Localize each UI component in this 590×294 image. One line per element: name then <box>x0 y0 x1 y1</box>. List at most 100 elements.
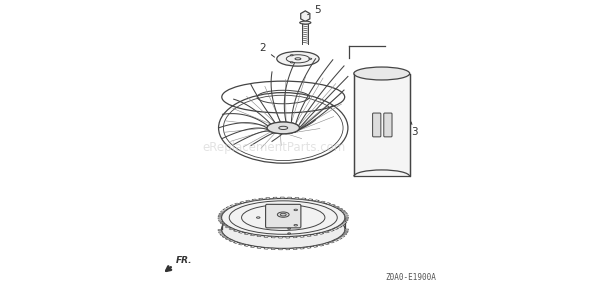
Polygon shape <box>229 228 234 230</box>
Polygon shape <box>320 201 325 203</box>
Polygon shape <box>313 245 318 247</box>
Ellipse shape <box>277 51 319 66</box>
Polygon shape <box>220 234 224 235</box>
Polygon shape <box>293 248 297 250</box>
Polygon shape <box>238 231 244 233</box>
Polygon shape <box>334 228 339 229</box>
Polygon shape <box>354 74 409 176</box>
FancyBboxPatch shape <box>266 204 301 228</box>
Polygon shape <box>326 203 330 204</box>
Polygon shape <box>250 246 255 248</box>
Ellipse shape <box>277 212 289 217</box>
Text: 4: 4 <box>221 217 235 227</box>
Polygon shape <box>257 235 261 237</box>
Polygon shape <box>245 200 251 202</box>
Polygon shape <box>293 236 297 238</box>
Polygon shape <box>338 208 343 210</box>
Polygon shape <box>324 231 329 233</box>
Polygon shape <box>324 243 329 245</box>
Polygon shape <box>286 248 290 250</box>
FancyBboxPatch shape <box>384 113 392 137</box>
Polygon shape <box>222 236 227 238</box>
Polygon shape <box>329 229 335 231</box>
Ellipse shape <box>280 213 286 216</box>
Polygon shape <box>280 197 284 198</box>
Polygon shape <box>344 231 348 233</box>
Polygon shape <box>220 222 224 224</box>
Polygon shape <box>308 199 313 201</box>
Polygon shape <box>271 236 276 238</box>
Polygon shape <box>266 198 270 199</box>
Polygon shape <box>218 230 222 231</box>
Text: 5: 5 <box>307 5 321 15</box>
Polygon shape <box>301 198 306 200</box>
Polygon shape <box>278 237 283 238</box>
Polygon shape <box>334 239 339 241</box>
Polygon shape <box>341 211 346 212</box>
Polygon shape <box>252 199 257 201</box>
Polygon shape <box>223 209 228 211</box>
Polygon shape <box>222 224 227 226</box>
Polygon shape <box>226 207 231 208</box>
Polygon shape <box>244 245 249 246</box>
Polygon shape <box>300 248 304 249</box>
Ellipse shape <box>288 233 291 234</box>
Polygon shape <box>264 236 268 238</box>
Ellipse shape <box>309 58 312 59</box>
Polygon shape <box>218 232 222 233</box>
Polygon shape <box>340 224 345 225</box>
Polygon shape <box>301 11 310 21</box>
Polygon shape <box>218 216 222 217</box>
Polygon shape <box>340 235 345 237</box>
Polygon shape <box>225 226 230 228</box>
Polygon shape <box>345 229 349 230</box>
Polygon shape <box>300 236 304 237</box>
Ellipse shape <box>267 122 299 134</box>
Ellipse shape <box>290 55 293 56</box>
Polygon shape <box>264 248 268 249</box>
Polygon shape <box>337 226 342 227</box>
Ellipse shape <box>294 209 297 211</box>
Polygon shape <box>218 218 222 219</box>
Polygon shape <box>330 204 336 206</box>
Polygon shape <box>313 234 318 235</box>
Polygon shape <box>337 238 342 239</box>
Ellipse shape <box>354 67 409 80</box>
Polygon shape <box>271 248 276 250</box>
Text: Z0A0-E1900A: Z0A0-E1900A <box>386 273 437 282</box>
Polygon shape <box>233 230 238 232</box>
Polygon shape <box>219 213 223 215</box>
Polygon shape <box>258 198 263 200</box>
Polygon shape <box>335 206 340 208</box>
Polygon shape <box>244 233 249 235</box>
Polygon shape <box>294 197 299 199</box>
Ellipse shape <box>221 198 345 237</box>
Polygon shape <box>240 201 245 203</box>
Ellipse shape <box>288 228 291 229</box>
Ellipse shape <box>295 58 301 60</box>
Polygon shape <box>225 238 230 240</box>
Ellipse shape <box>257 217 260 218</box>
Text: FR.: FR. <box>175 255 192 265</box>
Polygon shape <box>286 237 290 238</box>
Polygon shape <box>343 213 348 214</box>
Polygon shape <box>344 219 348 221</box>
Polygon shape <box>235 203 240 205</box>
Text: eReplacementParts.com: eReplacementParts.com <box>203 141 346 153</box>
Polygon shape <box>238 243 244 245</box>
Polygon shape <box>306 247 311 248</box>
Polygon shape <box>343 222 347 223</box>
Polygon shape <box>345 215 348 216</box>
Polygon shape <box>273 197 277 199</box>
Text: 3: 3 <box>411 122 418 137</box>
Ellipse shape <box>290 62 293 63</box>
Polygon shape <box>278 248 283 250</box>
Polygon shape <box>220 211 225 213</box>
Polygon shape <box>230 205 235 207</box>
Polygon shape <box>319 244 324 246</box>
Polygon shape <box>250 234 255 236</box>
Polygon shape <box>306 235 311 237</box>
Polygon shape <box>233 242 238 243</box>
Polygon shape <box>218 220 222 221</box>
Polygon shape <box>257 247 261 248</box>
